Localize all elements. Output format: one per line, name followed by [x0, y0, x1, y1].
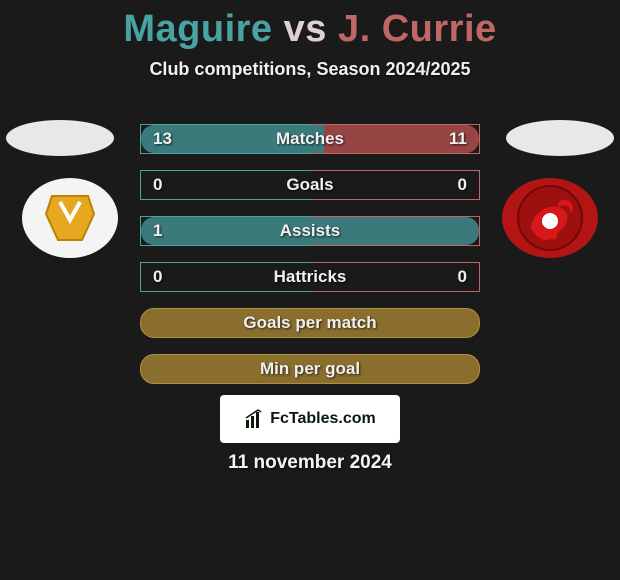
player2-avatar [506, 120, 614, 156]
fctables-watermark: FcTables.com [220, 395, 400, 443]
fctables-text: FcTables.com [270, 410, 376, 428]
player2-name: J. Currie [338, 8, 497, 50]
stat-value-left: 1 [153, 217, 162, 245]
stat-value-left: 13 [153, 125, 172, 153]
stat-label: Hattricks [141, 263, 479, 291]
stat-label: Goals [141, 171, 479, 199]
stat-label: Min per goal [141, 355, 479, 383]
stat-label: Matches [141, 125, 479, 153]
stat-label: Assists [141, 217, 479, 245]
vs-text: vs [284, 8, 327, 50]
stat-value-right: 0 [458, 171, 467, 199]
stat-value-right: 0 [458, 263, 467, 291]
page-title: Maguire vs J. Currie [0, 0, 620, 51]
stat-row-min-per-goal: Min per goal [140, 354, 480, 384]
stat-value-left: 0 [153, 263, 162, 291]
stat-row-matches: Matches13 11 [140, 124, 480, 154]
club-badge-right [502, 178, 598, 258]
comparison-bars: Matches1311Goals00Assists1Hattricks00Goa… [140, 124, 480, 400]
subtitle: Club competitions, Season 2024/2025 [0, 59, 620, 80]
mkdons-crest-icon [38, 186, 102, 250]
stat-value-right: 11 [449, 125, 467, 153]
leyton-orient-crest-icon [515, 183, 585, 253]
stat-row-hattricks: Hattricks0 0 [140, 262, 480, 292]
player1-avatar [6, 120, 114, 156]
stat-row-goals-per-match: Goals per match [140, 308, 480, 338]
stat-row-goals: Goals0 0 [140, 170, 480, 200]
stat-value-left: 0 [153, 171, 162, 199]
stat-row-assists: Assists1 [140, 216, 480, 246]
club-badge-left [22, 178, 118, 258]
player1-name: Maguire [123, 8, 272, 50]
stat-label: Goals per match [141, 309, 479, 337]
chart-icon [244, 408, 266, 430]
footer-date: 11 november 2024 [0, 452, 620, 474]
